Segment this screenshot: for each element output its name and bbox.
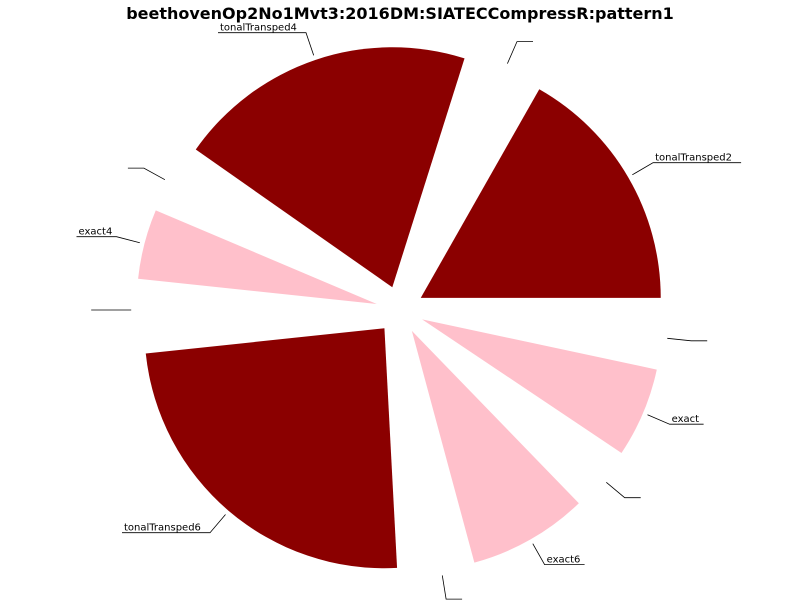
- pie-slice-gap-1: [409, 59, 529, 288]
- pie-slice-gap-3: [158, 160, 380, 299]
- slice-label-exact4: exact4: [79, 227, 113, 238]
- leader-line-tonaltransped6: [122, 514, 226, 534]
- slice-label-exact6: exact6: [547, 555, 581, 566]
- leader-line-gap-7: [441, 575, 463, 600]
- leader-line-tonaltransped2: [632, 162, 742, 176]
- pie-slices: [135, 47, 664, 574]
- pie-slice-tonaltransped4: [195, 47, 465, 288]
- leader-line-tonaltransped4: [218, 32, 315, 56]
- slice-label-tonaltransped4: tonalTransped4: [220, 23, 297, 34]
- pie-slice-exact6: [411, 330, 579, 563]
- pie-labels: tonalTransped2 tonalTransped4 exact4 tonalT…: [76, 23, 742, 600]
- pie-slice-exact: [422, 319, 657, 453]
- leader-line-exact6: [532, 543, 585, 565]
- pie-slice-tonaltransped2: [420, 89, 661, 298]
- pie-slice-gap-9: [418, 325, 618, 498]
- pie-slice-tonaltransped6: [145, 328, 398, 569]
- pie-slice-exact4: [138, 210, 377, 304]
- leader-line-exact4: [76, 236, 140, 244]
- leader-line-gap-1: [507, 41, 533, 64]
- pie-slice-gap-7: [403, 333, 467, 574]
- chart-title: beethovenOp2No1Mvt3:2016DM:SIATECCompres…: [126, 4, 674, 23]
- leader-line-gap-11: [667, 337, 708, 342]
- pie-slice-gap-11: [423, 312, 664, 363]
- slice-label-exact: exact: [672, 414, 700, 425]
- pie-slice-gap-5: [135, 284, 376, 336]
- slice-label-tonaltransped2: tonalTransped2: [655, 153, 732, 164]
- leader-line-gap-3: [127, 167, 166, 181]
- leader-line-exact: [647, 414, 704, 425]
- slice-label-tonaltransped6: tonalTransped6: [124, 523, 201, 534]
- leader-line-gap-9: [606, 481, 641, 499]
